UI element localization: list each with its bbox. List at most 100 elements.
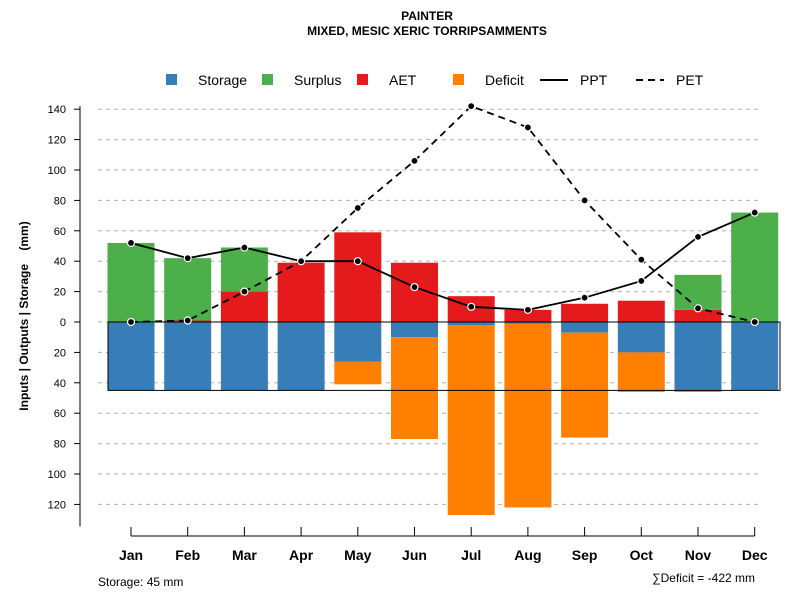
bar-aet-apr (277, 262, 325, 322)
bar-storage-jan (107, 322, 155, 391)
bar-storage-jun (391, 322, 438, 338)
bar-storage-aug (504, 322, 552, 324)
legend: Storage Surplus AET Deficit PPT PET (166, 72, 704, 88)
lines (126, 102, 759, 327)
point-ppt-oct (637, 276, 646, 286)
y-tick-label-10: 80 (54, 195, 66, 207)
bar-storage-feb (164, 322, 212, 391)
point-ppt-jun (410, 282, 419, 292)
x-tick-label-aug: Aug (514, 547, 541, 563)
point-pet-aug (523, 123, 533, 132)
bar-surplus-dec (731, 212, 779, 322)
point-ppt-feb (183, 254, 192, 263)
point-pet-may (353, 203, 362, 213)
y-tick-label-4: 40 (54, 378, 66, 390)
legend-label-deficit: Deficit (485, 72, 524, 88)
bar-storage-oct (617, 322, 665, 353)
bar-aet-sep (561, 303, 609, 322)
point-pet-dec (750, 317, 759, 327)
legend-swatch-deficit (453, 74, 464, 85)
bar-deficit-sep (561, 332, 609, 438)
y-tick-label-3: 60 (54, 408, 66, 420)
point-pet-jun (410, 156, 419, 165)
bar-storage-may (334, 322, 382, 362)
x-tick-label-apr: Apr (289, 547, 314, 563)
point-pet-jan (126, 317, 136, 327)
x-tick-label-oct: Oct (630, 547, 654, 563)
bar-deficit-jul (447, 325, 495, 516)
legend-label-aet: AET (389, 72, 417, 88)
point-ppt-mar (240, 243, 249, 252)
point-pet-mar (240, 287, 249, 296)
bar-aet-mar (220, 291, 268, 322)
y-tick-label-12: 120 (48, 135, 66, 147)
bar-deficit-nov (674, 390, 722, 392)
x-tick-label-dec: Dec (742, 547, 768, 563)
legend-label-ppt: PPT (580, 72, 608, 88)
x-tick-label-sep: Sep (572, 547, 598, 563)
bar-aet-nov (674, 309, 722, 322)
x-tick-label-nov: Nov (685, 547, 712, 563)
x-tick-label-may: May (344, 547, 371, 563)
point-ppt-nov (693, 232, 703, 241)
point-pet-apr (297, 257, 306, 266)
x-tick-label-mar: Mar (232, 547, 257, 563)
bar-surplus-jan (107, 242, 155, 322)
bar-deficit-jun (391, 337, 438, 440)
chart-subtitle: MIXED, MESIC XERIC TORRIPSAMMENTS (307, 24, 547, 38)
x-tick-label-feb: Feb (175, 547, 200, 563)
legend-label-surplus: Surplus (294, 72, 341, 88)
y-tick-label-2: 80 (54, 439, 66, 451)
y-tick-label-9: 60 (54, 226, 66, 238)
bar-aet-may (334, 232, 382, 322)
x-tick-label-jun: Jun (402, 547, 427, 563)
legend-label-storage: Storage (198, 72, 247, 88)
y-tick-label-0: 120 (48, 499, 66, 511)
point-ppt-jan (126, 238, 136, 248)
legend-swatch-aet (357, 74, 368, 85)
bars (107, 212, 781, 516)
bar-aet-oct (617, 300, 665, 322)
y-tick-label-6: 0 (60, 317, 66, 329)
point-ppt-aug (523, 305, 533, 314)
y-tick-label-8: 40 (54, 256, 66, 268)
point-ppt-jul (467, 302, 476, 311)
point-pet-jul (467, 102, 476, 111)
point-pet-nov (693, 304, 703, 313)
y-tick-label-13: 140 (48, 104, 66, 116)
y-tick-label-5: 20 (54, 347, 66, 359)
bar-storage-apr (277, 322, 325, 391)
line-ppt (130, 211, 756, 311)
legend-swatch-surplus (262, 74, 273, 85)
y-tick-label-11: 100 (48, 165, 66, 177)
legend-label-pet: PET (676, 72, 704, 88)
point-ppt-may (353, 257, 362, 266)
bar-storage-mar (220, 322, 268, 391)
axes: 120 100 80 60 40 20 0 20 40 60 80 100 120 140 Jan Feb Ma… (48, 104, 768, 563)
bar-deficit-may (334, 361, 382, 385)
deficit-annotation: ∑Deficit = -422 mm (652, 571, 755, 585)
storage-annotation: Storage: 45 mm (98, 575, 183, 589)
bar-storage-nov (674, 322, 722, 391)
bar-storage-jul (447, 322, 495, 326)
y-tick-label-7: 20 (54, 287, 66, 299)
bar-storage-sep (561, 322, 609, 333)
point-pet-oct (637, 255, 646, 264)
point-pet-sep (580, 196, 589, 205)
bar-deficit-oct (617, 352, 665, 392)
bar-storage-dec (731, 322, 779, 391)
line-pet (130, 105, 755, 323)
legend-swatch-storage (166, 74, 177, 85)
y-axis-label: Inputs | Outputs | Storage (mm) (17, 221, 31, 410)
bar-surplus-nov (674, 274, 722, 310)
bar-aet-aug (504, 309, 552, 322)
x-tick-label-jan: Jan (119, 547, 143, 563)
bar-deficit-aug (504, 323, 552, 508)
bar-surplus-feb (164, 258, 212, 321)
chart-title: PAINTER (401, 9, 453, 23)
x-tick-label-jul: Jul (461, 547, 481, 563)
point-pet-feb (183, 316, 192, 325)
plot-area: 120 100 80 60 40 20 0 20 40 60 80 100 120 140 Jan Feb Ma… (48, 102, 781, 563)
bar-surplus-mar (220, 247, 268, 292)
